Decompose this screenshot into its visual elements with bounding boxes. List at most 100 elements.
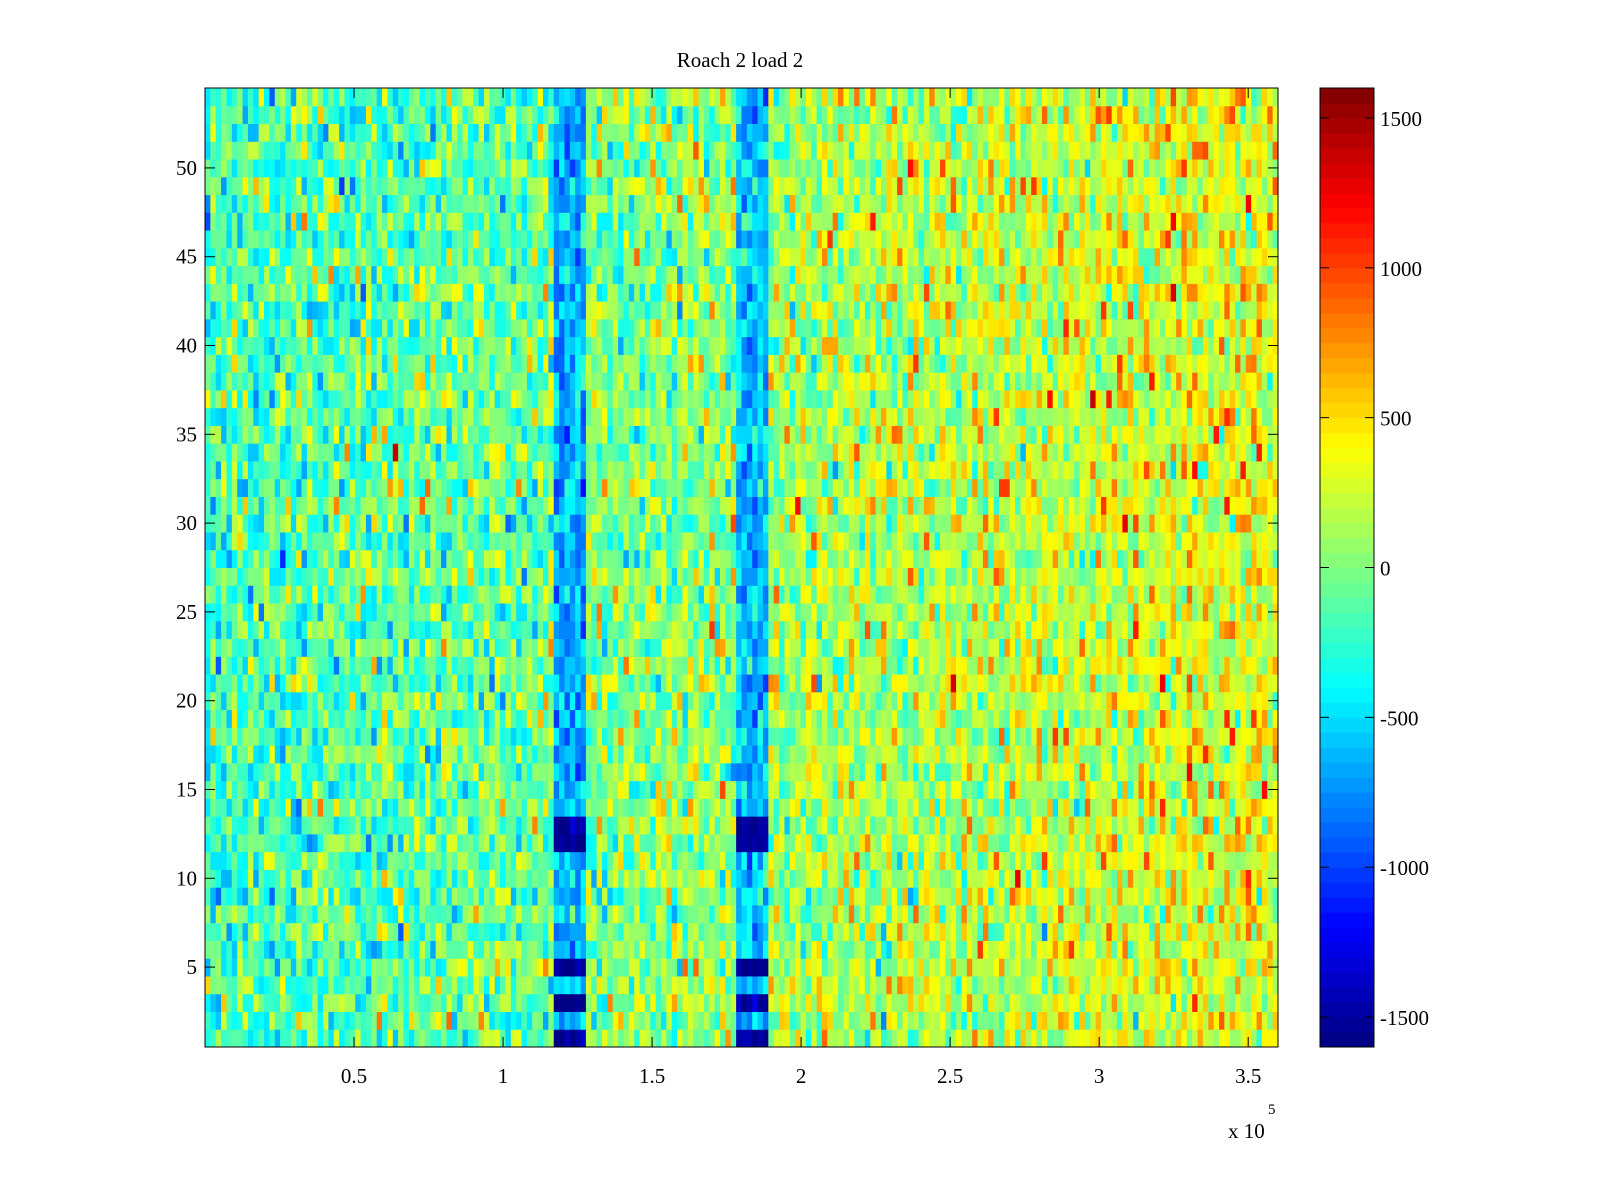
heatmap-cell — [1106, 1011, 1113, 1030]
heatmap-cell — [1068, 975, 1075, 995]
heatmap-cell — [768, 603, 775, 622]
heatmap-cell — [500, 940, 507, 959]
heatmap-cell — [693, 798, 700, 817]
heatmap-cell — [328, 993, 335, 1012]
heatmap-cell — [398, 656, 405, 675]
heatmap-cell — [516, 638, 523, 657]
heatmap-cell — [821, 993, 828, 1012]
heatmap-cell — [1020, 993, 1027, 1012]
heatmap-cell — [1138, 851, 1145, 870]
heatmap-cell — [618, 638, 625, 657]
heatmap-cell — [435, 727, 442, 746]
heatmap-cell — [907, 887, 914, 906]
heatmap-cell — [237, 1029, 244, 1048]
heatmap-cell — [591, 869, 598, 888]
heatmap-cell — [323, 887, 329, 906]
heatmap-cell — [1036, 709, 1043, 728]
heatmap-cell — [403, 904, 410, 924]
heatmap-cell — [387, 940, 394, 959]
heatmap-cell — [1100, 887, 1107, 906]
heatmap-cell — [741, 691, 748, 711]
heatmap-cell — [1170, 656, 1177, 675]
heatmap-cell — [671, 780, 678, 799]
heatmap-cell — [1245, 674, 1252, 693]
heatmap-cell — [1176, 940, 1183, 959]
heatmap-cell — [725, 798, 732, 817]
heatmap-cell — [596, 709, 603, 728]
heatmap-cell — [1192, 993, 1199, 1012]
heatmap-cell — [725, 869, 732, 888]
heatmap-cell — [564, 975, 571, 995]
heatmap-cell — [317, 1011, 324, 1030]
heatmap-cell — [414, 762, 421, 782]
heatmap-cell — [1111, 975, 1118, 995]
heatmap-cell — [650, 798, 657, 817]
heatmap-cell — [1025, 851, 1032, 870]
heatmap-cell — [929, 691, 936, 711]
heatmap-cell — [698, 674, 705, 693]
heatmap-cell — [1197, 727, 1204, 746]
heatmap-cell — [714, 958, 721, 977]
heatmap-cell — [859, 727, 866, 746]
heatmap-cell — [1143, 638, 1150, 657]
heatmap-cell — [210, 833, 217, 853]
heatmap-cell — [977, 887, 984, 906]
heatmap-cell — [682, 656, 689, 675]
heatmap-cell — [821, 691, 828, 711]
heatmap-cell — [553, 833, 560, 853]
heatmap-cell — [666, 816, 673, 835]
heatmap-cell — [1240, 780, 1247, 799]
heatmap-cell — [210, 887, 217, 906]
heatmap-cell — [408, 1011, 415, 1030]
heatmap-cell — [205, 851, 211, 870]
heatmap-cell — [242, 620, 249, 640]
heatmap-cell — [1186, 709, 1193, 728]
heatmap-cell — [1047, 887, 1054, 906]
heatmap-cell — [1181, 620, 1188, 640]
heatmap-cell — [934, 798, 941, 817]
heatmap-cell — [999, 762, 1005, 782]
heatmap-cell — [1245, 993, 1252, 1012]
heatmap-cell — [628, 816, 635, 835]
heatmap-cell — [505, 940, 512, 959]
heatmap-cell — [714, 620, 721, 640]
heatmap-cell — [462, 887, 469, 906]
heatmap-cell — [966, 709, 973, 728]
heatmap-cell — [725, 674, 732, 693]
heatmap-cell — [918, 603, 925, 622]
heatmap-cell — [1004, 656, 1011, 675]
heatmap-cell — [752, 762, 759, 782]
heatmap-cell — [559, 993, 566, 1012]
heatmap-cell — [736, 780, 743, 799]
heatmap-cell — [795, 851, 802, 870]
heatmap-cell — [339, 762, 346, 782]
heatmap-cell — [1256, 798, 1263, 817]
heatmap-cell — [1235, 798, 1242, 817]
heatmap-cell — [419, 745, 426, 764]
heatmap-cell — [1218, 869, 1225, 888]
heatmap-cell — [1149, 869, 1156, 888]
heatmap-cell — [1170, 709, 1177, 728]
heatmap-cell — [231, 603, 238, 622]
heatmap-cell — [886, 798, 893, 817]
heatmap-cell — [360, 887, 367, 906]
heatmap-cell — [945, 762, 952, 782]
heatmap-cell — [1068, 745, 1075, 764]
heatmap-cell — [344, 638, 351, 657]
heatmap-cell — [709, 745, 716, 764]
heatmap-cell — [714, 851, 721, 870]
heatmap-cell — [671, 851, 678, 870]
heatmap-cell — [1186, 940, 1193, 959]
heatmap-cell — [1240, 975, 1247, 995]
heatmap-cell — [1149, 762, 1156, 782]
heatmap-cell — [1041, 727, 1048, 746]
heatmap-cell — [602, 798, 608, 817]
heatmap-cell — [1047, 922, 1054, 941]
heatmap-cell — [709, 851, 716, 870]
heatmap-cell — [596, 993, 603, 1012]
heatmap-cell — [360, 656, 367, 675]
heatmap-cell — [950, 691, 957, 711]
heatmap-cell — [639, 780, 646, 799]
heatmap-cell — [666, 762, 673, 782]
heatmap-cell — [945, 780, 952, 799]
